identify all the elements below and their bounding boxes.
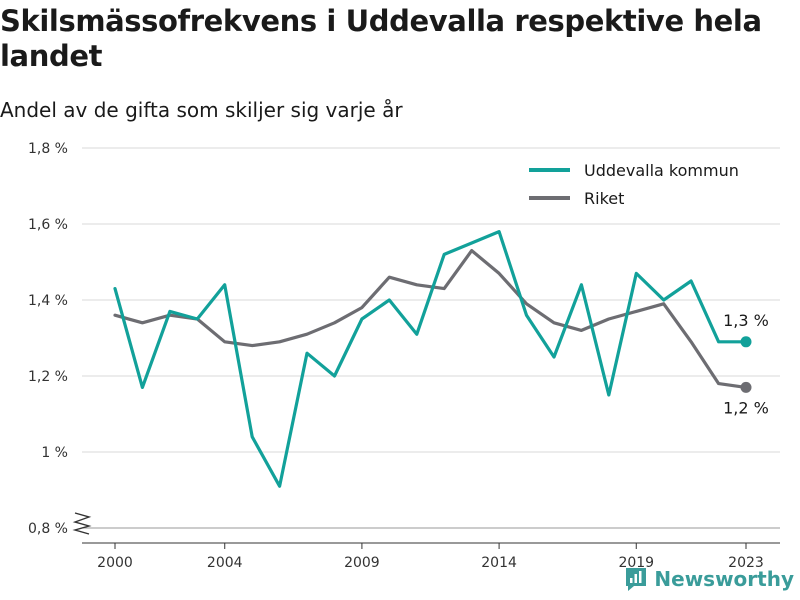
end-value-label: 1,3 % xyxy=(723,311,769,330)
end-point-uddevalla xyxy=(740,336,752,348)
legend-label: Riket xyxy=(584,189,624,208)
x-tick-label: 2000 xyxy=(97,555,133,571)
chart-title: Skilsmässofrekvens i Uddevalla respektiv… xyxy=(0,4,762,73)
y-tick-label: 1,6 % xyxy=(28,217,68,233)
y-tick-label: 1 % xyxy=(41,445,68,461)
y-tick-label: 0,8 % xyxy=(28,521,68,537)
end-value-label: 1,2 % xyxy=(723,398,769,417)
y-axis: 0,8 % 1 % 1,2 % 1,4 % 1,6 % 1,8 % xyxy=(28,141,92,537)
brand-logo: Newsworthy xyxy=(624,566,794,592)
series-lines: 1,2 % 1,3 % xyxy=(113,230,769,488)
end-point-riket xyxy=(740,381,752,393)
legend: Uddevalla kommun Riket xyxy=(529,161,739,208)
grid-lines xyxy=(82,147,780,529)
x-tick-label: 2019 xyxy=(618,555,654,571)
x-tick-label: 2014 xyxy=(481,555,517,571)
series-line-uddevalla xyxy=(113,230,748,488)
axis-break-icon xyxy=(72,512,92,535)
newsworthy-logo-icon xyxy=(626,568,647,591)
y-tick-label: 1,2 % xyxy=(28,369,68,385)
x-axis: 2000 2004 2009 2014 2019 2023 xyxy=(82,542,780,571)
x-tick-label: 2004 xyxy=(207,555,243,571)
brand-name: Newsworthy xyxy=(654,567,794,591)
y-tick-label: 1,4 % xyxy=(28,293,68,309)
x-tick-label: 2023 xyxy=(728,555,764,571)
legend-label: Uddevalla kommun xyxy=(584,161,739,180)
x-tick-label: 2009 xyxy=(344,555,380,571)
series-line-riket xyxy=(113,249,748,389)
chart-subtitle: Andel av de gifta som skiljer sig varje … xyxy=(0,98,403,122)
y-tick-label: 1,8 % xyxy=(28,141,68,157)
